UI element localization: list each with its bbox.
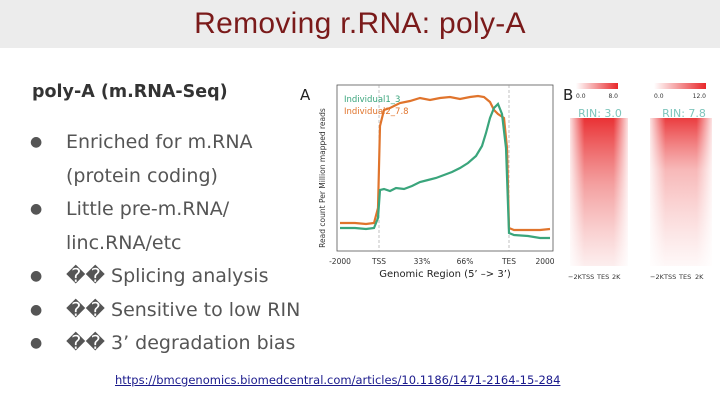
x-axis-label: Genomic Region (5’ –> 3’) [379, 269, 511, 280]
heatmap-1-scale-min: 0.0 [576, 93, 586, 100]
heatmap-1-axis-label: TSS [581, 273, 594, 281]
series-1-line [340, 102, 550, 240]
bullet-text: �� Splicing analysis [66, 265, 269, 287]
bullet-list: ● Enriched for m.RNA (protein coding) ● Li… [30, 126, 310, 361]
x-tick-label: TSS [371, 257, 386, 266]
bullet-text: �� 3’ degradation bias [66, 332, 296, 354]
heatmap-1-scale-max: 8.0 [608, 93, 618, 100]
heatmap-1-axis-label: −2K [568, 273, 583, 281]
slide-subtitle: poly-A (m.RNA-Seq) [32, 82, 228, 102]
x-tick-label: -2000 [329, 257, 351, 266]
slide-title-bar: Removing r.RNA: poly-A [0, 0, 720, 48]
legend-series-1: Individual1_3 [344, 95, 400, 105]
bullet-text: �� Sensitive to low RIN [66, 298, 301, 321]
bullet-dot-icon: ● [30, 335, 43, 351]
bullet-item: ● �� 3’ degradation bias [30, 327, 310, 361]
bullet-text: Little pre-m.RNA/ linc.RNA/etc [66, 198, 230, 254]
heatmap-1-rin-label: RIN: 3.0 [578, 107, 622, 120]
bullet-dot-icon: ● [30, 268, 43, 284]
heatmap-2-axis-label: TSS [663, 273, 676, 281]
slide-title: Removing r.RNA: poly-A [194, 7, 526, 40]
plot-frame [336, 84, 554, 252]
x-tick-label: 33% [414, 257, 431, 266]
x-tick-label: TES [501, 257, 516, 266]
heatmap-2-axis-label: 2K [695, 273, 704, 281]
panel-a-label: A [300, 86, 311, 104]
bullet-item: ● Enriched for m.RNA (protein coding) [30, 126, 310, 193]
figure: A Read count Per Million mapped reads In… [300, 83, 712, 281]
bullet-dot-icon: ● [30, 201, 43, 217]
bullet-text: Enriched for m.RNA (protein coding) [66, 131, 253, 187]
heatmap-2-fade [650, 118, 712, 266]
heatmap-2-scale-max: 12.0 [693, 93, 707, 100]
bullet-item: ● �� Sensitive to low RIN [30, 294, 310, 328]
panel-b-label: B [563, 86, 573, 104]
bullet-dot-icon: ● [30, 301, 43, 318]
legend-series-2: Individual2_7.8 [344, 107, 409, 117]
y-axis-label: Read count Per Million mapped reads [318, 108, 327, 248]
heatmap-2-axis-label: TES [678, 273, 691, 281]
x-tick-label: 66% [457, 257, 474, 266]
heatmap-1-fade [570, 118, 628, 266]
heatmap-2-axis-label: −2K [650, 273, 665, 281]
bullet-item: ● Little pre-m.RNA/ linc.RNA/etc [30, 193, 310, 260]
heatmap-1-scale-bar [576, 83, 618, 89]
bullet-item: ● �� Splicing analysis [30, 260, 310, 294]
heatmap-1-axis-label: TES [596, 273, 609, 281]
bullet-dot-icon: ● [30, 134, 43, 150]
heatmap-2-rin-label: RIN: 7.8 [662, 107, 706, 120]
heatmap-2-scale-bar [654, 83, 706, 89]
reference-link[interactable]: https://bmcgenomics.biomedcentral.com/ar… [115, 373, 561, 387]
heatmap-1-axis-label: 2K [612, 273, 621, 281]
heatmap-2-scale-min: 0.0 [654, 93, 664, 100]
x-tick-label: 2000 [535, 257, 554, 266]
